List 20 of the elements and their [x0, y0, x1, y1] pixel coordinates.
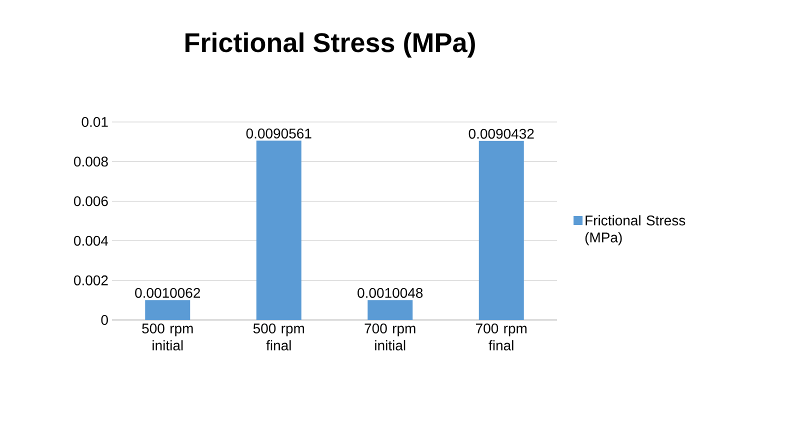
data-label: 0.0010062: [135, 288, 200, 298]
legend-label: Frictional Stress (MPa): [585, 215, 686, 246]
x-tick-label: 500 rpm initial: [142, 324, 193, 350]
data-label: 0.0090561: [246, 128, 312, 138]
y-tick-label: 0.002: [74, 275, 108, 286]
bar: [368, 300, 413, 320]
y-tick-label: 0: [101, 315, 108, 325]
y-tick-label: 0.01: [82, 117, 108, 127]
bar: [145, 300, 190, 320]
chart-title: Frictional Stress (MPa): [186, 32, 475, 58]
y-tick-label: 0.006: [74, 196, 108, 206]
bar: [478, 140, 524, 320]
x-tick-label: 500 rpm final: [253, 324, 304, 350]
bar: [256, 140, 302, 320]
y-tick-label: 0.004: [74, 236, 108, 246]
x-tick-label: 700 rpm initial: [364, 324, 416, 350]
data-label: 0.0090432: [468, 128, 534, 139]
data-label: 0.0010048: [358, 288, 423, 298]
x-tick-label: 700 rpm final: [476, 324, 527, 350]
y-tick-label: 0.008: [74, 156, 108, 167]
